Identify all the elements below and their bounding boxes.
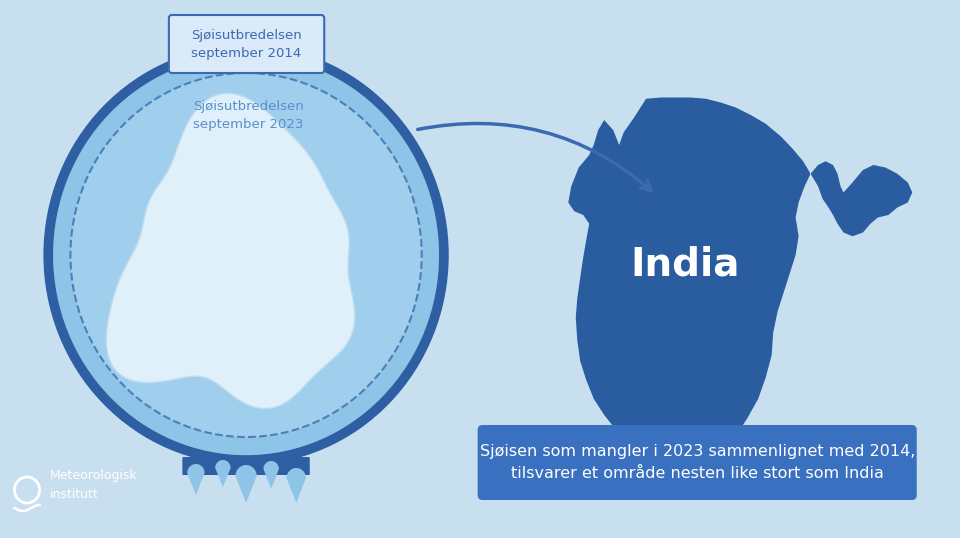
FancyBboxPatch shape (478, 425, 917, 500)
Text: Sjøisutbredelsen
september 2014: Sjøisutbredelsen september 2014 (191, 29, 302, 60)
Polygon shape (287, 468, 306, 503)
Polygon shape (215, 460, 230, 487)
FancyBboxPatch shape (169, 15, 324, 73)
FancyBboxPatch shape (182, 457, 310, 475)
Polygon shape (568, 97, 912, 478)
Text: Sjøisen som mangler i 2023 sammenlignet med 2014,
tilsvarer et område nesten lik: Sjøisen som mangler i 2023 sammenlignet … (479, 444, 915, 481)
Polygon shape (235, 465, 256, 503)
Text: Meteorologisk
institutt: Meteorologisk institutt (50, 470, 138, 500)
Circle shape (70, 73, 421, 437)
Polygon shape (263, 461, 278, 489)
Text: Sjøisutbredelsen
september 2023: Sjøisutbredelsen september 2023 (193, 100, 303, 131)
Polygon shape (107, 94, 355, 408)
Circle shape (53, 55, 439, 455)
Polygon shape (187, 464, 204, 495)
Text: India: India (631, 246, 740, 284)
